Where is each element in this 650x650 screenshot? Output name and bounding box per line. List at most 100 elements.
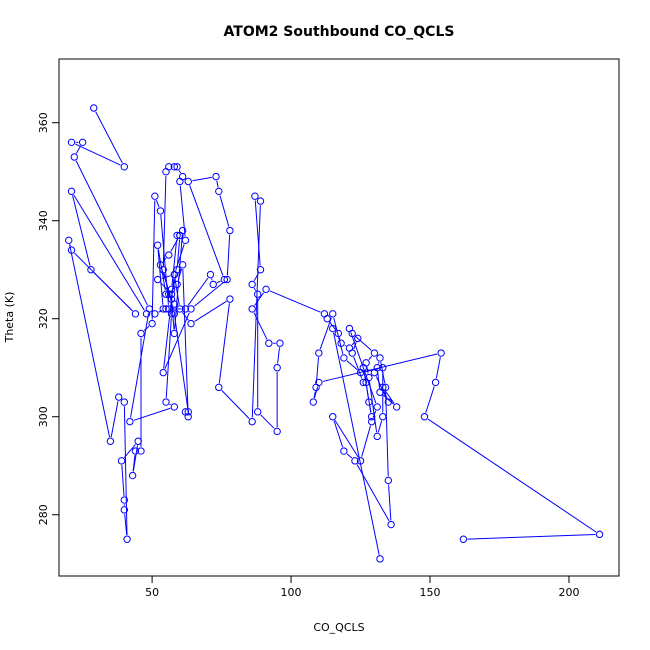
data-point bbox=[329, 413, 337, 421]
series-segment bbox=[193, 281, 225, 307]
series-segment bbox=[346, 360, 358, 371]
series-segment bbox=[121, 464, 125, 496]
series-segment bbox=[425, 386, 435, 413]
data-point bbox=[256, 197, 265, 205]
data-point bbox=[176, 305, 184, 313]
series-segment bbox=[356, 464, 390, 522]
data-point bbox=[167, 285, 176, 294]
data-point bbox=[273, 364, 281, 372]
data-point bbox=[340, 447, 348, 455]
data-point bbox=[392, 403, 401, 411]
data-point bbox=[156, 207, 165, 215]
x-tick-label: 100 bbox=[281, 586, 302, 599]
y-tick-label: 300 bbox=[37, 406, 50, 427]
series-segment bbox=[124, 513, 128, 536]
y-tick-label: 280 bbox=[37, 504, 50, 525]
data-point bbox=[365, 398, 373, 406]
data-point bbox=[151, 192, 159, 200]
data-point bbox=[128, 471, 137, 480]
y-axis-label: Theta (K) bbox=[3, 292, 16, 344]
data-point bbox=[159, 305, 167, 313]
data-point bbox=[373, 364, 381, 372]
data-point bbox=[173, 280, 181, 289]
data-point bbox=[162, 305, 170, 313]
series-segment bbox=[315, 357, 320, 384]
series-segment bbox=[346, 453, 353, 459]
data-point bbox=[181, 408, 190, 416]
data-point bbox=[226, 295, 234, 303]
series-segment bbox=[178, 170, 182, 174]
data-point bbox=[376, 354, 384, 362]
series-segment bbox=[384, 390, 395, 404]
x-tick-label: 50 bbox=[145, 586, 159, 599]
x-tick-label: 200 bbox=[558, 586, 579, 599]
series-segment bbox=[435, 357, 441, 379]
series-segment bbox=[254, 292, 265, 306]
data-point bbox=[348, 329, 356, 338]
series-segment bbox=[375, 376, 387, 399]
series-segment bbox=[174, 278, 180, 305]
series-segment bbox=[350, 332, 377, 404]
data-point bbox=[78, 138, 87, 147]
series-segment bbox=[132, 445, 139, 472]
series-segment bbox=[174, 234, 183, 330]
data-point bbox=[254, 290, 262, 298]
data-point bbox=[184, 408, 192, 416]
data-point bbox=[459, 535, 468, 543]
series-segment bbox=[333, 332, 380, 555]
data-point bbox=[176, 231, 184, 240]
series-segment bbox=[361, 425, 371, 457]
data-point bbox=[373, 432, 381, 441]
data-point bbox=[123, 535, 131, 543]
data-point bbox=[215, 187, 223, 196]
series-segment bbox=[189, 185, 224, 276]
series-segment bbox=[95, 111, 123, 164]
data-point bbox=[120, 163, 129, 171]
series-segment bbox=[123, 444, 136, 458]
y-tick-label: 320 bbox=[37, 308, 50, 329]
series-segment bbox=[319, 317, 332, 350]
data-point bbox=[365, 373, 373, 382]
data-point bbox=[170, 163, 179, 171]
series-segment bbox=[333, 420, 344, 448]
data-point bbox=[106, 437, 115, 445]
data-point bbox=[215, 383, 223, 392]
data-point bbox=[126, 417, 134, 426]
series-segment bbox=[155, 199, 160, 208]
series-segment bbox=[355, 335, 372, 351]
series-segment bbox=[182, 269, 189, 413]
series-segment bbox=[75, 145, 81, 154]
data-point bbox=[379, 364, 387, 372]
data-point bbox=[354, 334, 362, 343]
series-segment bbox=[192, 176, 212, 182]
data-point bbox=[176, 177, 184, 186]
series-segment bbox=[385, 391, 389, 477]
data-point bbox=[165, 305, 173, 313]
data-point bbox=[329, 324, 337, 333]
series-2 bbox=[329, 324, 384, 563]
series-segment bbox=[221, 389, 250, 419]
data-point bbox=[167, 295, 176, 303]
data-point bbox=[376, 388, 384, 396]
series-segment bbox=[179, 185, 186, 237]
series-segment bbox=[75, 143, 121, 166]
series-segment bbox=[216, 280, 221, 284]
series-segment bbox=[133, 407, 171, 421]
data-point bbox=[142, 310, 151, 318]
data-point bbox=[373, 403, 381, 411]
data-point bbox=[337, 339, 345, 347]
data-point bbox=[362, 359, 370, 367]
series-segment bbox=[313, 386, 319, 399]
data-point bbox=[184, 177, 192, 186]
x-axis-label: CO_QCLS bbox=[313, 621, 364, 634]
data-point bbox=[131, 310, 140, 318]
series-segment bbox=[165, 317, 172, 398]
series-segment bbox=[93, 272, 133, 312]
data-point bbox=[223, 275, 231, 284]
series-segment bbox=[353, 356, 363, 379]
series-segment bbox=[130, 312, 150, 418]
series-segment bbox=[157, 249, 164, 305]
data-point bbox=[90, 104, 98, 112]
series-segment bbox=[226, 234, 231, 276]
